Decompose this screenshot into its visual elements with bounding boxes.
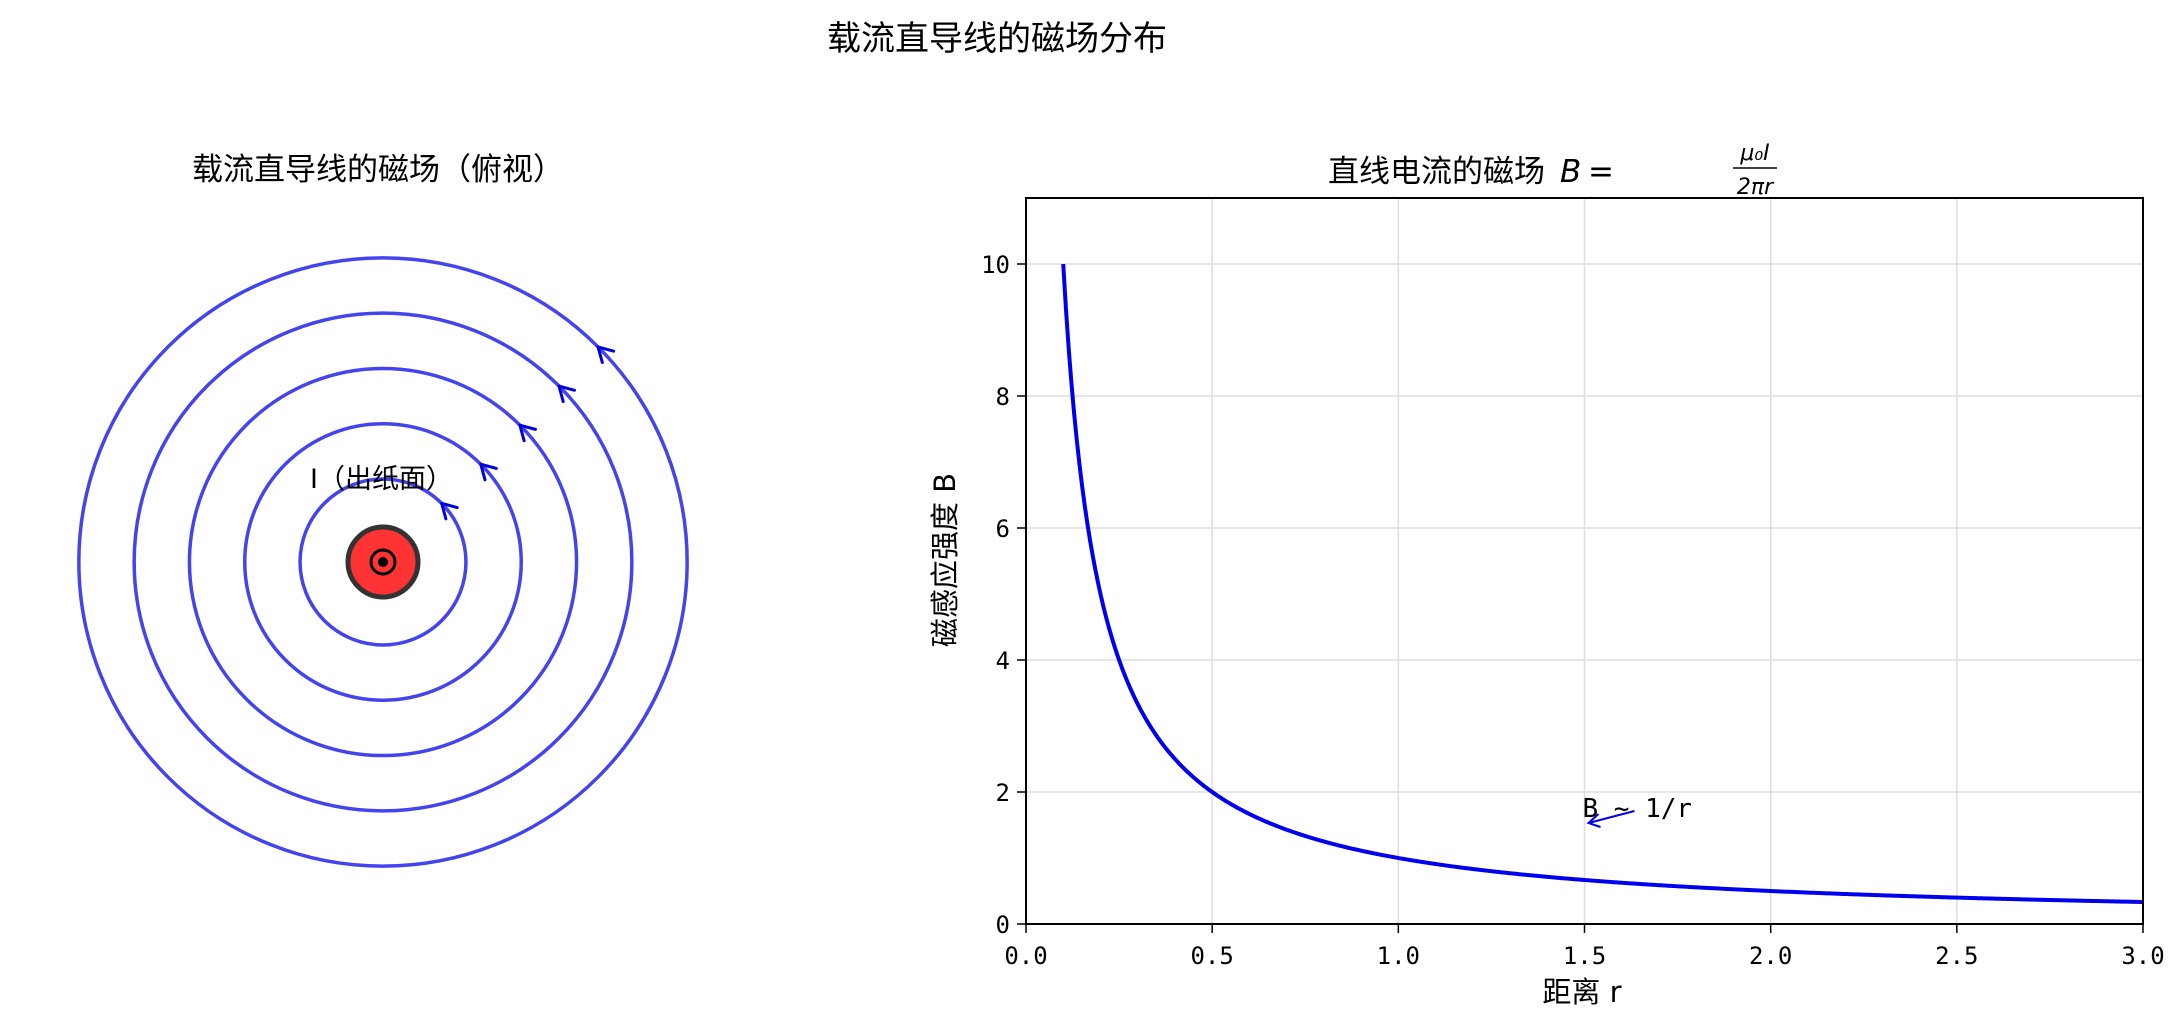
x-tick-label: 1.5 xyxy=(1563,942,1606,970)
series-line-b xyxy=(1061,263,2144,904)
y-axis-label: 磁感应强度 B xyxy=(928,473,962,647)
y-tick-label: 10 xyxy=(981,251,1010,279)
field-arrow-3 xyxy=(518,423,537,443)
field-line-1 xyxy=(298,477,468,647)
x-ticks: 0.0 0.5 1.0 1.5 2.0 2.5 3.0 xyxy=(1004,924,2165,970)
x-tick-label: 3.0 xyxy=(2121,942,2164,970)
x-tick-label: 2.0 xyxy=(1749,942,1792,970)
chart-title-eq: = xyxy=(1588,154,1614,190)
annotation-arrow xyxy=(1588,810,1635,824)
y-tick-label: 0 xyxy=(996,911,1010,939)
current-out-symbol-dot xyxy=(378,557,388,567)
x-axis-label: 距离 r xyxy=(1542,975,1621,1009)
figure-suptitle: 载流直导线的磁场分布 xyxy=(827,19,1167,59)
wire-label: I（出纸面） xyxy=(310,464,453,495)
field-line-2 xyxy=(243,422,523,702)
chart-title-lhs: B xyxy=(1560,154,1581,190)
chart-title-text: 直线电流的磁场 xyxy=(1328,154,1545,190)
chart-title-denominator: 2πr xyxy=(1737,175,1775,200)
y-tick-label: 2 xyxy=(996,779,1010,807)
current-out-symbol-ring xyxy=(369,548,397,576)
x-tick-label: 0.5 xyxy=(1190,942,1233,970)
y-tick-label: 8 xyxy=(996,383,1010,411)
field-lines xyxy=(77,256,689,868)
field-arrow-2 xyxy=(479,462,498,482)
x-tick-label: 2.5 xyxy=(1935,942,1978,970)
annotation-arrowhead xyxy=(1586,813,1601,828)
x-tick-label: 0.0 xyxy=(1004,942,1047,970)
chart-title: 直线电流的磁场 B = μ₀I 2πr xyxy=(1328,141,1777,200)
field-arrow-5 xyxy=(596,345,616,364)
y-tick-label: 4 xyxy=(996,647,1010,675)
annotation: B ~ 1/r xyxy=(1583,794,1692,828)
field-line-3 xyxy=(187,366,579,758)
diagram-title: 载流直导线的磁场（俯视） xyxy=(192,152,564,188)
b-vs-r-chart: 直线电流的磁场 B = μ₀I 2πr 0.0 0.5 1.0 1.5 2.0 2.5 3.… xyxy=(928,141,2165,1009)
x-tick-label: 1.0 xyxy=(1377,942,1420,970)
field-line-4 xyxy=(132,311,634,813)
field-arrow-1 xyxy=(440,501,459,521)
chart-title-numerator: μ₀I xyxy=(1739,141,1769,166)
y-tick-label: 6 xyxy=(996,515,1010,543)
field-diagram-panel: 载流直导线的磁场（俯视） I（出纸面） xyxy=(77,152,689,868)
field-arrows xyxy=(440,345,616,521)
y-ticks: 0 2 4 6 8 10 xyxy=(981,251,1026,939)
plot-frame xyxy=(1025,197,2144,925)
field-line-5 xyxy=(77,256,689,868)
field-arrow-4 xyxy=(557,384,577,404)
